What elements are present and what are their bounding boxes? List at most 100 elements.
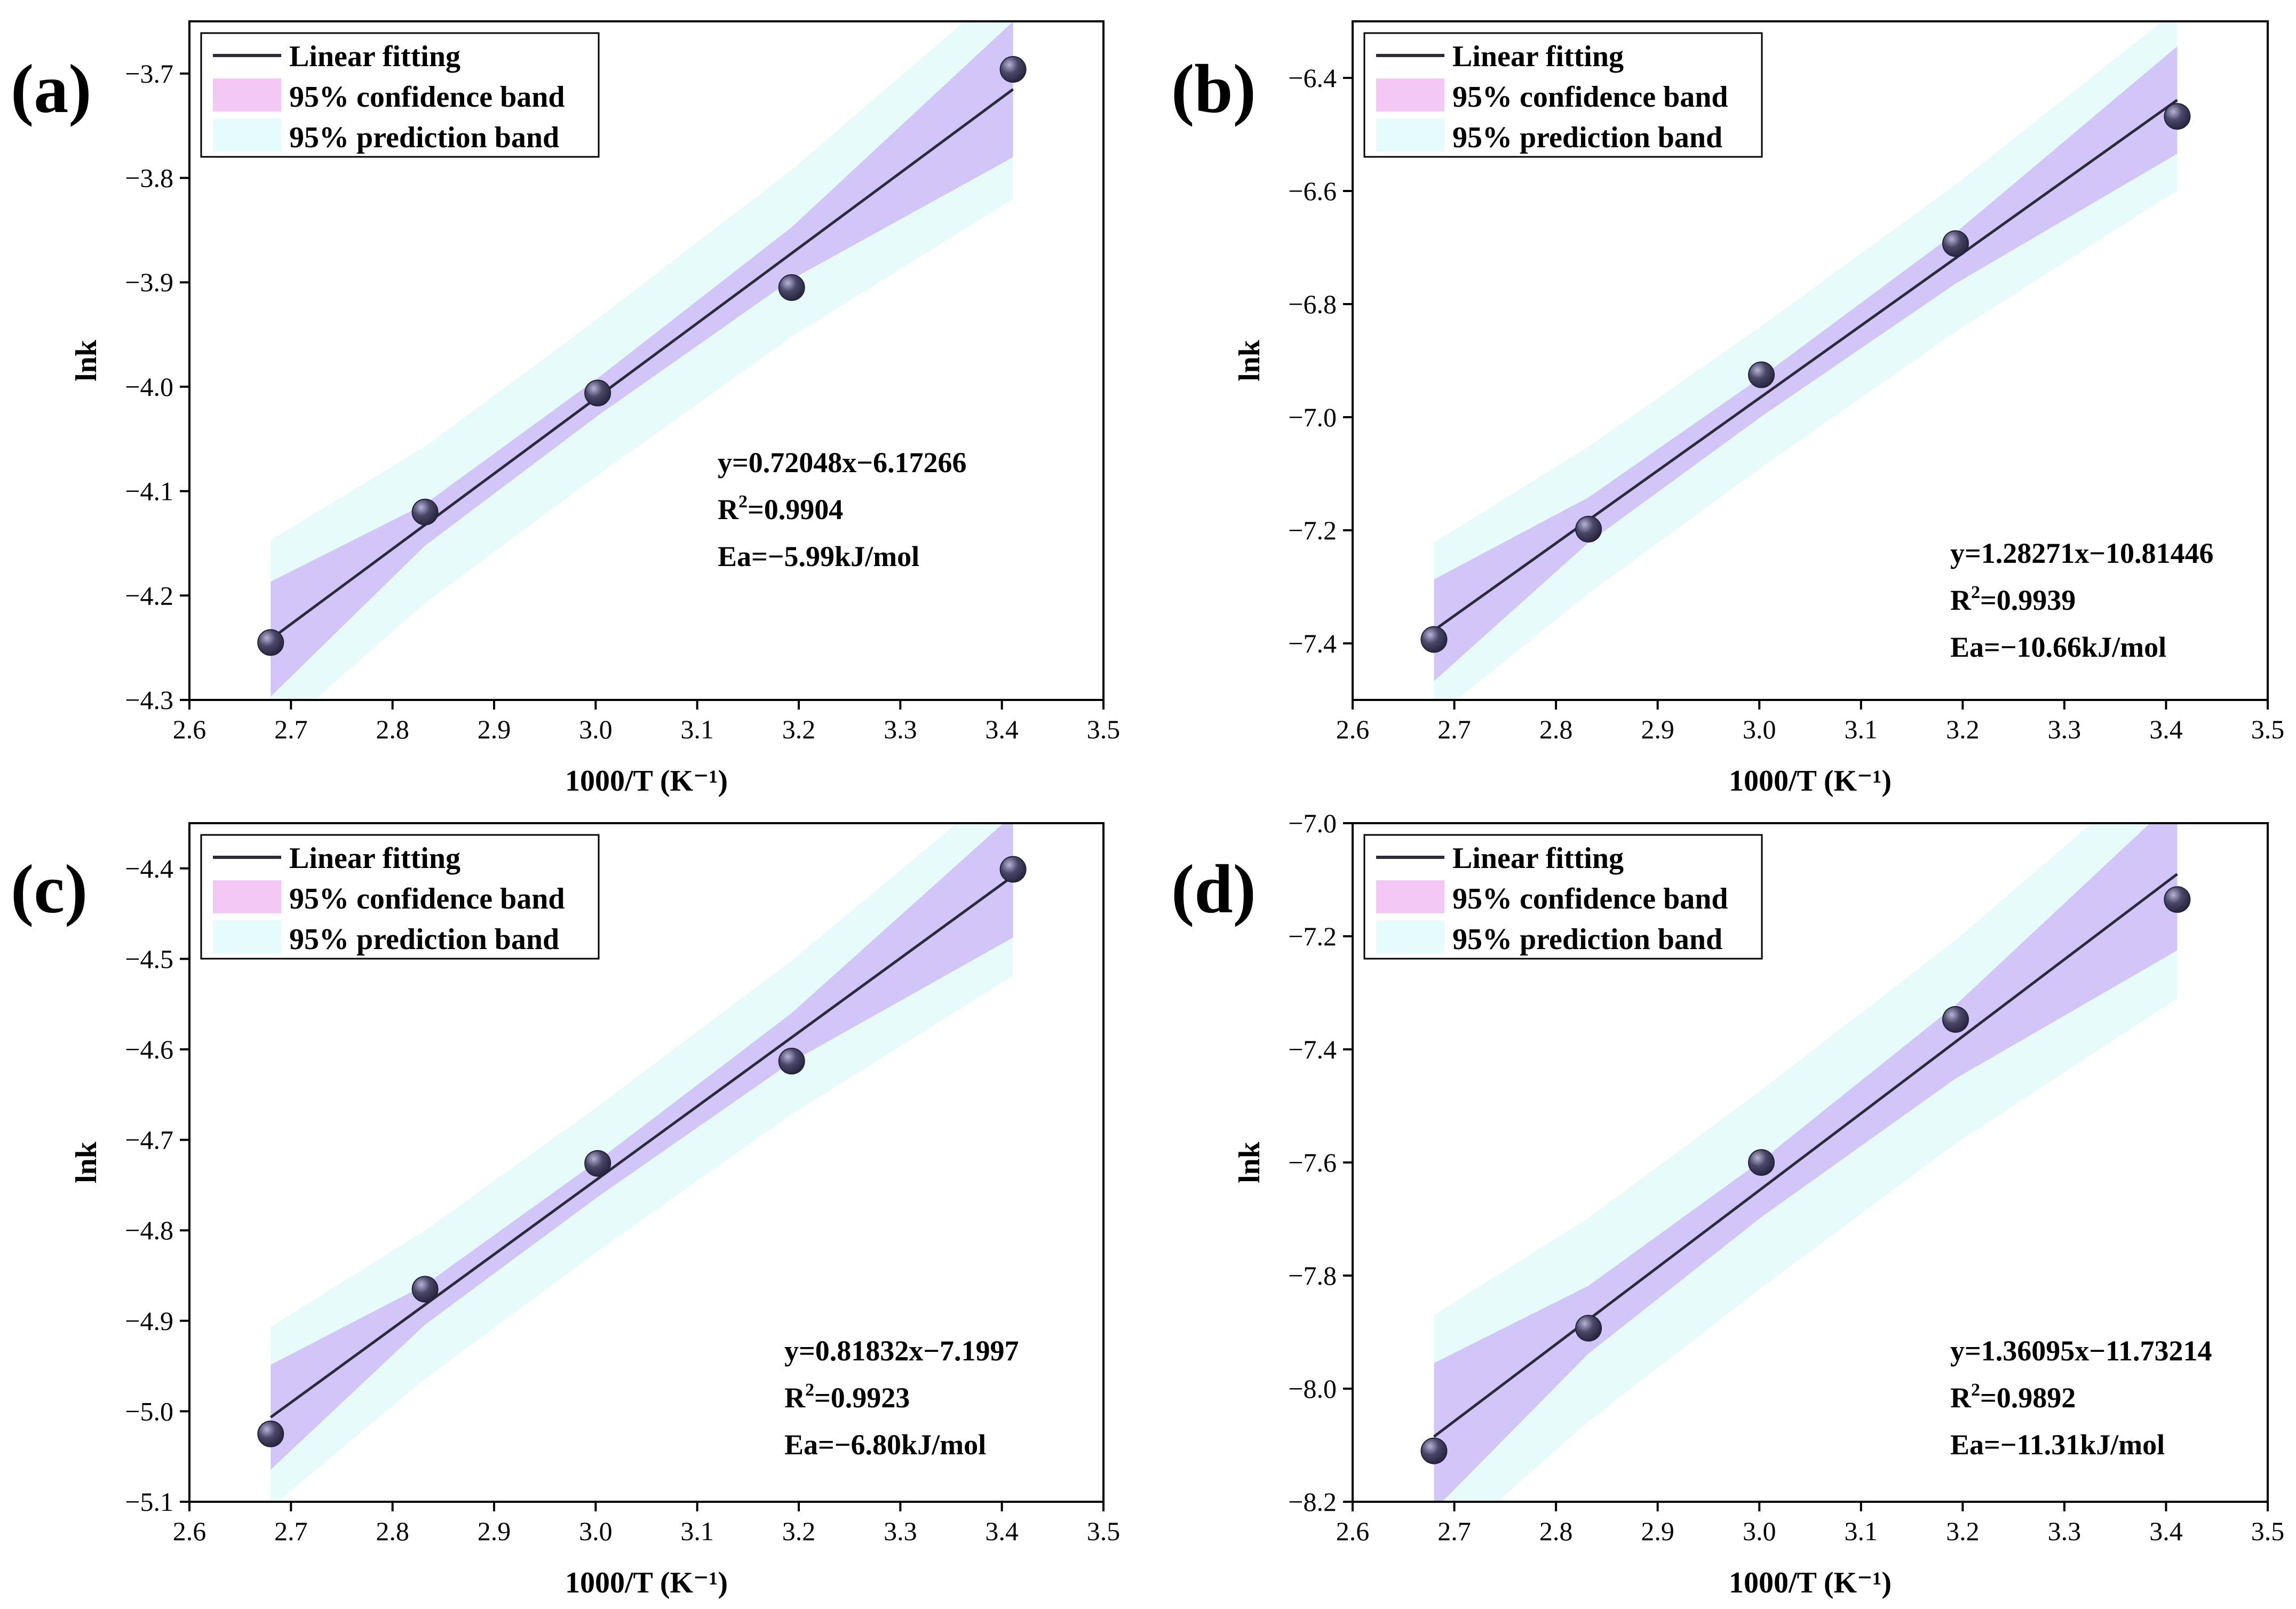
- y-tick-label: −4.7: [125, 1125, 173, 1155]
- x-tick-label: 3.0: [1743, 714, 1776, 744]
- y-tick-label: −7.0: [1288, 808, 1337, 838]
- legend-label-confidence: 95% confidence band: [289, 81, 565, 114]
- y-axis-title: lnk: [70, 1141, 103, 1183]
- r-squared: R2=0.9923: [784, 1380, 910, 1414]
- x-tick-label: 3.2: [1946, 714, 1980, 744]
- x-tick-label: 3.4: [985, 1516, 1019, 1546]
- chart-panel-3: 2.6 2.7 2.8 2.9 3.0 3.1 3.2 3.3 3.4 3.5 −5.1 −5.0 −4…: [11, 822, 1120, 1599]
- x-tick-label: 2.9: [478, 714, 511, 744]
- fit-line: [1433, 99, 2178, 632]
- legend-label-confidence: 95% confidence band: [1452, 882, 1728, 915]
- y-tick-label: −7.8: [1288, 1261, 1337, 1291]
- legend-prediction-swatch: [213, 118, 281, 152]
- y-tick-label: −4.2: [125, 580, 173, 610]
- x-tick-label: 3.5: [2251, 714, 2285, 744]
- r-squared-value: =0.9939: [1980, 584, 2076, 616]
- y-axis-title: lnk: [70, 339, 103, 381]
- fit-line: [269, 88, 1014, 641]
- confidence-band: [271, 21, 1013, 697]
- activation-energy: Ea=−5.99kJ/mol: [718, 540, 919, 572]
- fit-annotation: y=0.72048x−6.17266 R2=0.9904 Ea=−5.99kJ/mo…: [718, 447, 967, 572]
- y-tick-label: −6.6: [1288, 176, 1337, 206]
- legend-confidence-swatch: [1376, 880, 1444, 913]
- data-point: [1942, 1006, 1969, 1033]
- y-tick-label: −7.2: [1288, 515, 1337, 545]
- x-tick-label: 2.8: [376, 1516, 409, 1546]
- legend-confidence-swatch: [1376, 78, 1444, 111]
- x-tick-label: 2.8: [1539, 1516, 1573, 1546]
- r-squared-prefix: R: [1950, 584, 1972, 616]
- x-tick-label: 2.8: [376, 714, 409, 744]
- y-tick-label: −7.6: [1288, 1148, 1337, 1177]
- x-tick-label: 3.5: [1087, 714, 1121, 744]
- legend-label-prediction: 95% prediction band: [1452, 923, 1722, 956]
- x-tick-label: 2.9: [1641, 714, 1674, 744]
- x-tick-label: 2.8: [1539, 714, 1573, 744]
- x-axis-title: 1000/T (K⁻¹): [565, 1566, 728, 1599]
- plot-area: [269, 823, 1014, 1502]
- x-tick-label: 3.3: [2048, 714, 2082, 744]
- activation-energy: Ea=−6.80kJ/mol: [784, 1429, 986, 1461]
- r-squared: R2=0.9892: [1950, 1380, 2076, 1414]
- legend-prediction-swatch: [1376, 920, 1444, 953]
- x-tick-label: 3.3: [884, 714, 917, 744]
- x-tick-label: 3.0: [1743, 1516, 1776, 1546]
- activation-energy: Ea=−11.31kJ/mol: [1950, 1429, 2165, 1461]
- legend-label-prediction: 95% prediction band: [289, 923, 559, 956]
- y-tick-label: −4.6: [125, 1034, 173, 1064]
- y-tick-label: −4.4: [125, 854, 173, 883]
- y-tick-label: −7.0: [1288, 402, 1337, 432]
- y-tick-label: −3.7: [125, 59, 173, 89]
- legend: Linear fitting 95% confidence band 95% pre…: [200, 834, 600, 960]
- y-tick-label: −5.0: [125, 1396, 173, 1426]
- data-point: [584, 379, 611, 407]
- y-tick-label: −8.0: [1288, 1374, 1337, 1404]
- x-tick-label: 3.0: [579, 1516, 613, 1546]
- x-tick-label: 2.7: [274, 714, 308, 744]
- legend-label-fit: Linear fitting: [289, 842, 460, 875]
- plot-area: [1433, 21, 2178, 700]
- legend-confidence-swatch: [213, 78, 281, 111]
- y-tick-label: −6.4: [1288, 63, 1337, 93]
- y-tick-label: −3.8: [125, 163, 173, 193]
- data-point: [1575, 515, 1602, 543]
- data-point: [778, 1048, 805, 1075]
- x-axis-title: 1000/T (K⁻¹): [565, 764, 728, 798]
- x-tick-label: 3.0: [579, 714, 613, 744]
- r-squared: R2=0.9904: [718, 492, 843, 525]
- x-tick-label: 2.7: [1437, 714, 1471, 744]
- legend-label-prediction: 95% prediction band: [289, 121, 559, 154]
- x-tick-label: 3.2: [782, 1516, 816, 1546]
- y-tick-label: −6.8: [1288, 289, 1337, 319]
- x-tick-label: 3.1: [680, 1516, 714, 1546]
- data-point: [1420, 626, 1448, 653]
- x-tick-label: 3.1: [1845, 1516, 1878, 1546]
- x-tick-label: 2.6: [173, 1516, 206, 1546]
- y-tick-label: −4.5: [125, 944, 173, 974]
- fit-equation: y=0.72048x−6.17266: [718, 447, 967, 479]
- fit-equation: y=1.36095x−11.73214: [1950, 1335, 2212, 1367]
- legend-label-confidence: 95% confidence band: [289, 882, 565, 915]
- activation-energy: Ea=−10.66kJ/mol: [1950, 631, 2166, 663]
- panel-letter: (a): [11, 51, 92, 128]
- legend-prediction-swatch: [213, 920, 281, 953]
- plot-frame: [188, 20, 1105, 701]
- y-tick-label: −4.1: [125, 476, 173, 506]
- r-squared-value: =0.9923: [814, 1382, 910, 1414]
- x-tick-label: 2.7: [274, 1516, 308, 1546]
- chart-panel-2: 2.6 2.7 2.8 2.9 3.0 3.1 3.2 3.3 3.4 3.5 −7.4 −7.2 −7…: [1171, 20, 2285, 798]
- legend-label-confidence: 95% confidence band: [1452, 81, 1728, 114]
- r-squared-prefix: R: [1950, 1382, 1972, 1414]
- legend-prediction-swatch: [1376, 118, 1444, 152]
- y-tick-label: −7.2: [1288, 921, 1337, 951]
- data-point: [778, 274, 805, 301]
- x-tick-label: 2.7: [1437, 1516, 1471, 1546]
- legend-label-fit: Linear fitting: [1452, 40, 1624, 73]
- data-point: [999, 56, 1027, 83]
- y-tick-label: −7.4: [1288, 1034, 1337, 1064]
- panel-letter: (d): [1171, 851, 1256, 928]
- r-squared-exponent: 2: [1971, 1380, 1980, 1400]
- x-tick-label: 3.2: [1946, 1516, 1980, 1546]
- data-point: [257, 629, 284, 656]
- legend-label-fit: Linear fitting: [1452, 842, 1624, 875]
